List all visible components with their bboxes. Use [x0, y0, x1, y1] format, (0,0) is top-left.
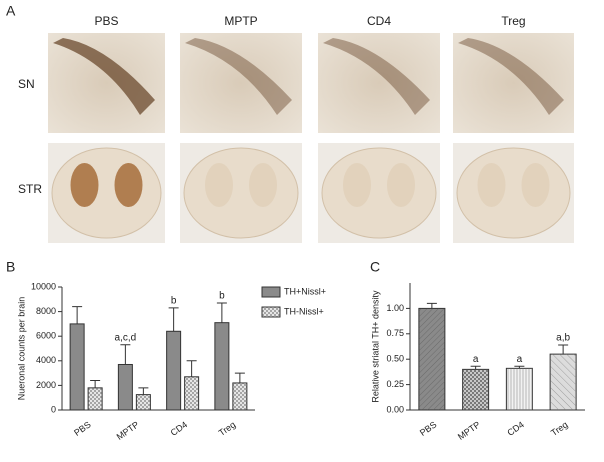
error-bar [138, 387, 149, 395]
y-tick-label: 0.50 [386, 354, 404, 364]
error-bar [72, 306, 83, 324]
y-tick-label: 0.00 [386, 404, 404, 414]
column-label: PBS [94, 14, 118, 28]
legend-label: TH-Nissl+ [284, 306, 324, 316]
y-tick-label: 6000 [36, 331, 56, 341]
error-bar [168, 307, 179, 332]
column-label: MPTP [224, 14, 257, 28]
error-bar [120, 344, 131, 365]
sn-image [318, 33, 440, 133]
sn-stain [53, 38, 155, 115]
y-tick-label: 8000 [36, 306, 56, 316]
sn-stain [458, 38, 564, 115]
y-tick-label: 10000 [31, 281, 56, 291]
y-tick-label: 0.25 [386, 379, 404, 389]
annotation: b [219, 291, 225, 302]
panel-letter: C [370, 259, 380, 275]
row-label: STR [18, 182, 42, 196]
striatum [477, 163, 506, 207]
error-bar [514, 365, 525, 369]
bar-hatch [232, 382, 247, 410]
y-tick-label: 4000 [36, 355, 56, 365]
panel-letter: A [6, 3, 16, 19]
legend-label: TH+Nissl+ [284, 286, 326, 296]
bar [214, 322, 230, 411]
column-label: CD4 [367, 14, 391, 28]
sn-image [180, 33, 302, 133]
error-bar [234, 372, 245, 383]
sn-image [453, 33, 574, 133]
row-label: SN [18, 77, 35, 91]
bar [69, 323, 85, 411]
error-bar [426, 302, 437, 309]
annotation: a,b [556, 333, 570, 344]
sn-image [48, 33, 165, 133]
y-axis-label: Nueronal counts per brain [16, 297, 26, 401]
striatum [70, 163, 99, 207]
error-bar [216, 302, 227, 323]
annotation: a [517, 354, 523, 365]
y-axis-label: Relative striatal TH+ density [370, 290, 380, 403]
legend-swatch [261, 286, 281, 298]
brain-slice [51, 147, 162, 239]
striatum [205, 163, 233, 207]
error-bar [558, 344, 569, 355]
striatum [343, 163, 371, 207]
panel-letter: B [6, 259, 15, 275]
x-tick-label: PBS [72, 419, 92, 438]
striatum [521, 163, 550, 207]
annotation: a,c,d [115, 332, 137, 343]
y-tick-label: 1.00 [386, 303, 404, 313]
bar-hatch [88, 387, 103, 410]
bar-hatch [506, 368, 533, 410]
bar-hatch [462, 369, 489, 410]
bar-hatch [550, 354, 577, 410]
column-label: Treg [501, 14, 525, 28]
x-tick-label: Treg [217, 419, 238, 438]
brain-slice [456, 147, 571, 239]
bar-hatch [418, 308, 445, 410]
bar-hatch [136, 394, 151, 410]
striatum [249, 163, 277, 207]
bar-hatch [184, 376, 199, 410]
sn-stain [185, 38, 292, 115]
x-tick-label: PBS [418, 419, 438, 438]
x-tick-label: MPTP [456, 419, 482, 442]
striatum [387, 163, 415, 207]
x-tick-label: CD4 [169, 419, 189, 438]
y-tick-label: 2000 [36, 380, 56, 390]
bar [166, 330, 182, 411]
x-tick-label: Treg [549, 419, 570, 438]
error-bar [90, 379, 101, 388]
error-bar [470, 365, 481, 370]
bar [117, 363, 133, 411]
sn-stain [323, 38, 430, 115]
annotation: b [171, 296, 177, 307]
error-bar [186, 360, 197, 377]
x-tick-label: CD4 [505, 419, 525, 438]
y-tick-label: 0.75 [386, 328, 404, 338]
legend-hatch [262, 307, 280, 317]
brain-slice [321, 147, 437, 239]
annotation: a [473, 354, 479, 365]
striatum [114, 163, 143, 207]
x-tick-label: MPTP [115, 419, 141, 442]
y-tick-label: 0 [51, 404, 56, 414]
brain-slice [183, 147, 299, 239]
